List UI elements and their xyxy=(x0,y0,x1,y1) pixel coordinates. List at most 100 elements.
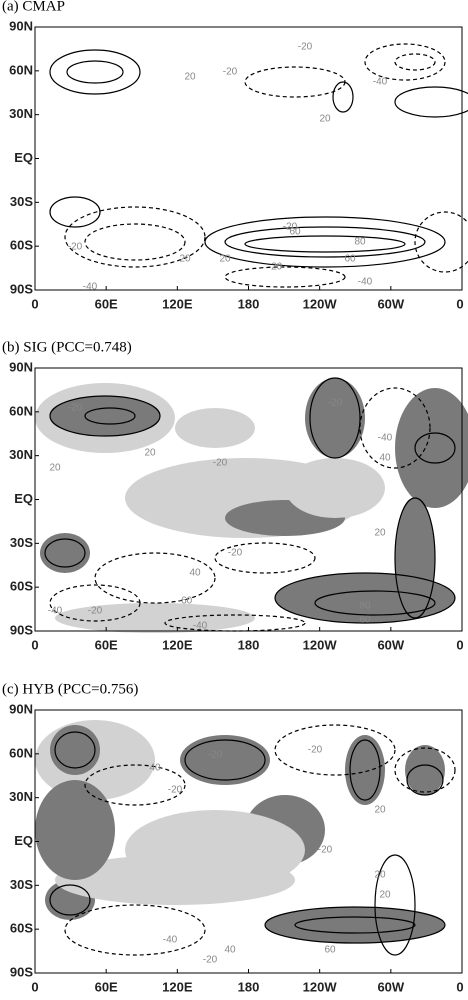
dark-shading xyxy=(40,533,90,573)
x-tick-label: 60W xyxy=(377,296,404,311)
y-tick-label: 90S xyxy=(10,622,33,637)
contour-label: 60 xyxy=(344,254,356,265)
y-tick-label: 90N xyxy=(9,18,33,33)
contour-label: 40 xyxy=(189,568,201,579)
y-tick-label: 30S xyxy=(10,194,33,209)
contour-label: 40 xyxy=(149,763,161,774)
dark-shading xyxy=(180,735,270,785)
contour-label: -20 xyxy=(203,955,218,966)
contour-line xyxy=(49,395,161,437)
contour-line xyxy=(274,572,456,624)
y-tick-label: 60N xyxy=(9,62,33,77)
contour-label: -20 xyxy=(208,750,223,761)
contour-label: 20 xyxy=(319,114,331,125)
contour-label: -40 xyxy=(48,606,63,617)
y-tick-label: 60S xyxy=(10,238,33,253)
contour-line xyxy=(214,542,316,574)
y-tick-label: 60S xyxy=(10,921,33,936)
x-tick-label: 120W xyxy=(303,637,338,652)
x-tick-label: 60W xyxy=(377,979,404,994)
contour-line xyxy=(394,86,468,118)
contour-line xyxy=(374,854,416,956)
panel-title: (a) CMAP xyxy=(2,0,65,14)
contour-line xyxy=(309,377,361,459)
contour-label: -20 xyxy=(213,458,228,469)
y-tick-label: 30N xyxy=(9,106,33,121)
dark-shading xyxy=(35,780,115,880)
map-frame-bg xyxy=(35,27,462,290)
contour-line xyxy=(44,538,86,568)
contour-line xyxy=(49,49,141,95)
contour-label: -20 xyxy=(88,606,103,617)
contour-line xyxy=(64,206,206,268)
contour-line xyxy=(54,731,96,769)
contour-line xyxy=(94,552,216,604)
contour-label: 40 xyxy=(224,945,236,956)
panel-title: (c) HYB (PCC=0.756) xyxy=(2,681,138,697)
y-tick-label: 90S xyxy=(10,281,33,296)
y-tick-label: 60N xyxy=(9,403,33,418)
contour-label: -40 xyxy=(358,277,373,288)
contour-label: -40 xyxy=(193,621,208,632)
dark-shading xyxy=(50,396,160,436)
x-tick-label: 0 xyxy=(31,296,38,311)
contour-label: 20 xyxy=(374,870,386,881)
contour-label: 20 xyxy=(219,254,231,265)
light-shading xyxy=(285,458,385,518)
contour-line xyxy=(314,590,436,616)
contour-label: -20 xyxy=(68,403,83,414)
light-shading xyxy=(55,603,255,633)
contour-label: -20 xyxy=(318,845,333,856)
x-tick-label: 60E xyxy=(95,296,118,311)
contour-line xyxy=(49,884,91,916)
y-tick-label: 60N xyxy=(9,745,33,760)
contour-label: -20 xyxy=(268,262,283,273)
x-tick-label: 60W xyxy=(377,637,404,652)
contour-line xyxy=(244,235,406,253)
contour-label: -20 xyxy=(68,242,83,253)
x-tick-label: 0 xyxy=(456,296,463,311)
dark-shading xyxy=(345,735,385,805)
contour-label: -20 xyxy=(328,398,343,409)
contour-label: -40 xyxy=(373,77,388,88)
x-tick-label: 0 xyxy=(31,637,38,652)
dark-shading xyxy=(265,907,445,943)
x-tick-label: 120E xyxy=(162,979,193,994)
contour-line xyxy=(84,223,186,261)
contour-label: 20 xyxy=(374,805,386,816)
contour-label: 20 xyxy=(179,254,191,265)
y-tick-label: EQ xyxy=(14,491,33,506)
contour-line xyxy=(394,747,456,793)
contour-line xyxy=(66,60,124,84)
contour-label: -20 xyxy=(298,42,313,53)
x-tick-label: 0 xyxy=(456,637,463,652)
contour-line xyxy=(406,764,444,796)
contour-line xyxy=(414,211,468,273)
contour-line xyxy=(49,196,101,228)
contour-line xyxy=(332,81,354,113)
contour-label: -60 xyxy=(178,596,193,607)
dark-shading xyxy=(305,378,365,458)
contour-label: -40 xyxy=(163,935,178,946)
light-shading xyxy=(55,855,295,905)
contour-label: 20 xyxy=(49,463,61,474)
contour-line xyxy=(394,497,436,619)
contour-line xyxy=(264,906,446,944)
dark-shading xyxy=(50,725,100,775)
contour-label: 40 xyxy=(379,453,391,464)
x-tick-label: 120W xyxy=(303,296,338,311)
y-tick-label: 30S xyxy=(10,535,33,550)
dark-shading xyxy=(395,388,468,508)
x-tick-label: 0 xyxy=(456,979,463,994)
panel-title: (b) SIG (PCC=0.748) xyxy=(2,339,132,355)
contour-line xyxy=(84,764,186,806)
contour-line xyxy=(204,216,446,268)
x-tick-label: 120W xyxy=(303,979,338,994)
contour-line xyxy=(414,432,456,464)
contour-line xyxy=(224,226,426,258)
y-tick-label: 90N xyxy=(9,359,33,374)
light-shading xyxy=(175,408,255,448)
y-tick-label: 60S xyxy=(10,579,33,594)
